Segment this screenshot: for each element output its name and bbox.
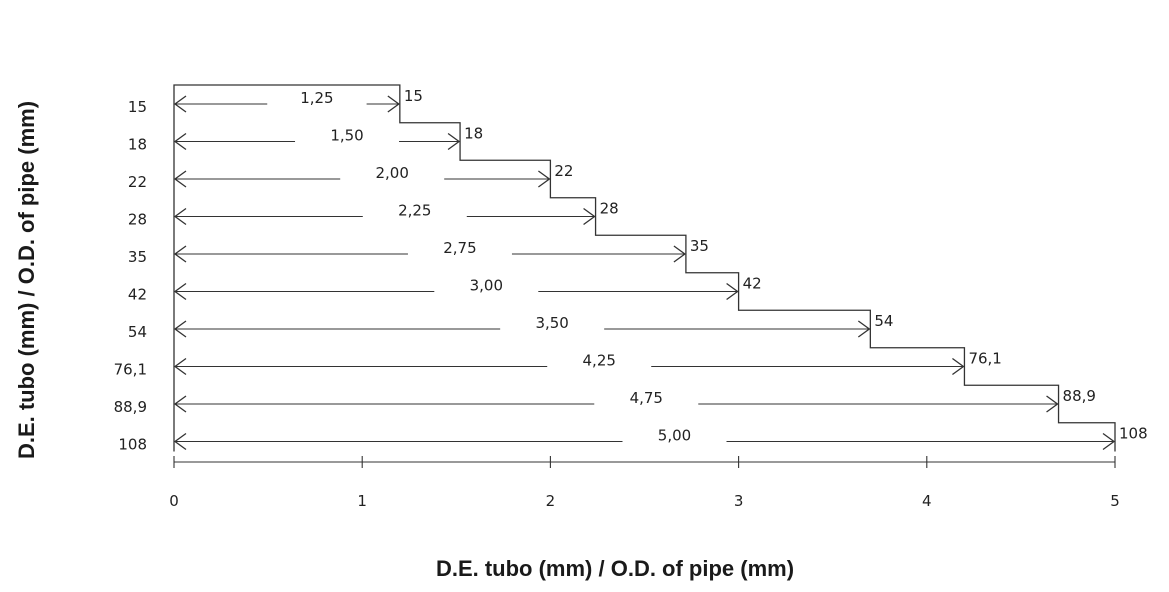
value-label: 1,25 xyxy=(300,89,333,107)
arrowhead-right xyxy=(952,357,965,376)
arrowhead-left xyxy=(173,357,187,376)
value-label: 1,50 xyxy=(330,127,363,145)
end-label: 18 xyxy=(464,125,483,143)
row-label: 88,9 xyxy=(114,398,147,416)
row-label: 22 xyxy=(128,173,147,191)
x-tick-label: 5 xyxy=(1110,492,1120,510)
value-label: 4,25 xyxy=(583,352,616,370)
row-label: 15 xyxy=(128,98,147,116)
arrowhead-left xyxy=(173,95,187,113)
arrowhead-left xyxy=(173,282,187,301)
x-axis: 0 1 2 3 4 5 xyxy=(169,456,1120,510)
row-label: 42 xyxy=(128,286,147,304)
row-label: 35 xyxy=(128,248,147,266)
value-label: 2,25 xyxy=(398,202,431,220)
arrowhead-left xyxy=(173,132,187,151)
value-label: 2,00 xyxy=(375,164,408,182)
arrowhead-right xyxy=(1102,432,1116,451)
end-label: 42 xyxy=(743,275,762,293)
value-label: 2,75 xyxy=(443,239,476,257)
x-axis-title: D.E. tubo (mm) / O.D. of pipe (mm) xyxy=(436,556,794,581)
x-tick-label: 0 xyxy=(169,492,179,510)
arrowhead-left xyxy=(173,432,187,451)
labels: 1,25 15 15 1,50 18 18 2,00 22 22 2,25 28 28 2,75 35 35… xyxy=(114,87,1148,454)
value-label: 3,00 xyxy=(470,277,503,295)
end-label: 54 xyxy=(874,312,893,330)
arrowhead-left xyxy=(173,395,187,413)
row-label: 108 xyxy=(118,436,147,454)
end-label: 15 xyxy=(404,87,423,105)
x-tick-label: 2 xyxy=(546,492,556,510)
x-tick-label: 4 xyxy=(922,492,932,510)
end-label: 35 xyxy=(690,237,709,255)
row-label: 76,1 xyxy=(114,361,147,379)
row-label: 18 xyxy=(128,136,147,154)
row-label: 54 xyxy=(128,323,147,341)
arrowhead-right xyxy=(538,170,551,188)
arrowhead-right xyxy=(857,320,871,338)
arrowhead-right xyxy=(673,245,687,263)
arrowhead-left xyxy=(173,207,187,226)
x-tick-label: 1 xyxy=(357,492,367,510)
arrowhead-left xyxy=(173,170,187,188)
dimension-arrows xyxy=(173,95,1116,451)
arrowhead-right xyxy=(447,132,461,151)
end-label: 76,1 xyxy=(968,350,1001,368)
value-label: 5,00 xyxy=(658,427,691,445)
value-label: 4,75 xyxy=(630,389,663,407)
arrowhead-left xyxy=(173,245,187,263)
row-label: 28 xyxy=(128,211,147,229)
arrowhead-left xyxy=(173,320,187,338)
end-label: 88,9 xyxy=(1063,387,1096,405)
end-label: 108 xyxy=(1119,425,1148,443)
arrowhead-right xyxy=(726,282,739,301)
end-label: 28 xyxy=(600,200,619,218)
arrowhead-right xyxy=(387,95,400,113)
value-label: 3,50 xyxy=(535,314,568,332)
arrowhead-right xyxy=(583,207,596,226)
y-axis-title: D.E. tubo (mm) / O.D. of pipe (mm) xyxy=(14,101,39,459)
x-tick-label: 3 xyxy=(734,492,744,510)
arrowhead-right xyxy=(1046,395,1059,413)
end-label: 22 xyxy=(554,162,573,180)
